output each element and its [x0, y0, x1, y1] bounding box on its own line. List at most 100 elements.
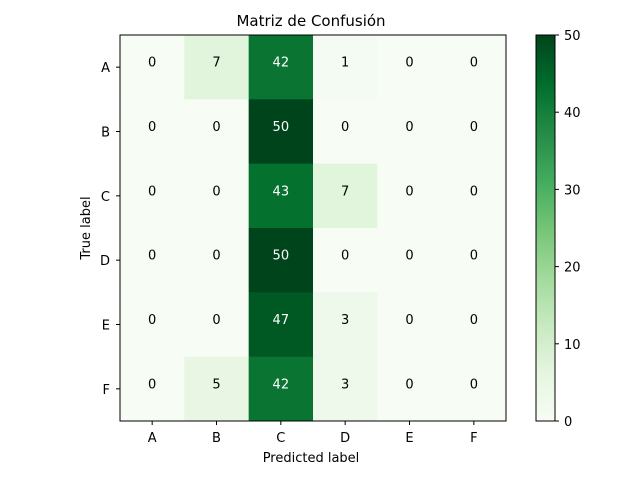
colorbar: [535, 34, 556, 422]
heatmap-cell: [248, 228, 314, 293]
cell-value-label: 0: [148, 313, 156, 328]
heatmap-cell: [441, 163, 507, 229]
heatmap-cell: [377, 228, 443, 293]
heatmap-cell-labels: 0 7 42 1 0 0 0 0 50 0 0 0 0 0 43 7 0 0 0 0 50 0 0 0 0 0 47 3 0 0 0 5 42 3…: [148, 56, 478, 393]
y-tick-label: F: [103, 383, 110, 398]
heatmap-cell: [120, 228, 185, 293]
cell-value-label: 50: [273, 249, 290, 264]
cell-value-label: 0: [405, 377, 413, 392]
heatmap-cell: [248, 163, 314, 229]
heatmap-cell: [377, 35, 443, 100]
heatmap-cell: [248, 35, 314, 100]
cell-value-label: 0: [405, 249, 413, 264]
cell-value-label: 0: [148, 249, 156, 264]
x-tick-label: A: [148, 431, 157, 446]
cell-value-label: 50: [273, 120, 290, 135]
heatmap-cell: [441, 99, 507, 165]
heatmap-cell: [248, 292, 314, 358]
cell-value-label: 0: [341, 249, 349, 264]
heatmap-cell: [184, 356, 250, 422]
heatmap-cell: [184, 163, 250, 229]
heatmap-cell: [441, 356, 507, 422]
colorbar-tick-label: 30: [564, 183, 581, 198]
cell-value-label: 0: [341, 120, 349, 135]
plot-frame: [119, 34, 507, 422]
cell-value-label: 0: [148, 56, 156, 71]
cell-value-label: 0: [148, 377, 156, 392]
cell-value-label: 3: [341, 377, 349, 392]
colorbar-tick-label: 50: [564, 29, 581, 44]
heatmap-cell: [441, 292, 507, 358]
heatmap-cells: [120, 35, 507, 422]
heatmap-cell: [184, 292, 250, 358]
heatmap-cell: [248, 356, 314, 422]
cell-value-label: 42: [273, 56, 290, 71]
cell-value-label: 43: [273, 184, 290, 199]
colorbar-tick-label: 10: [564, 338, 581, 353]
cell-value-label: 0: [470, 313, 478, 328]
cell-value-label: 0: [405, 313, 413, 328]
heatmap-cell: [120, 356, 185, 422]
cell-value-label: 0: [212, 313, 220, 328]
heatmap-cell: [377, 292, 443, 358]
cell-value-label: 3: [341, 313, 349, 328]
y-tick-label: E: [102, 319, 110, 334]
cell-value-label: 1: [341, 56, 349, 71]
chart-title: Matriz de Confusión: [236, 12, 385, 30]
colorbar-tick-label: 20: [564, 261, 581, 276]
heatmap-cell: [184, 35, 250, 100]
cell-value-label: 0: [212, 249, 220, 264]
heatmap-cell: [313, 163, 378, 229]
cell-value-label: 0: [148, 184, 156, 199]
heatmap-cell: [313, 228, 378, 293]
heatmap-cell: [248, 99, 314, 165]
cell-value-label: 0: [212, 184, 220, 199]
colorbar-ticks: 0 10 20 30 40 50: [555, 29, 581, 430]
cell-value-label: 47: [273, 313, 290, 328]
cell-value-label: 0: [470, 184, 478, 199]
heatmap-cell: [184, 228, 250, 293]
colorbar-tick-label: 0: [564, 415, 572, 430]
cell-value-label: 0: [470, 249, 478, 264]
cell-value-label: 0: [470, 56, 478, 71]
heatmap-cell: [120, 99, 185, 165]
y-axis-label: True label: [79, 196, 94, 260]
cell-value-label: 7: [341, 184, 349, 199]
heatmap-cell: [441, 228, 507, 293]
x-axis-ticks: A B C D E F: [148, 421, 478, 446]
x-tick-label: B: [212, 431, 221, 446]
cell-value-label: 0: [405, 120, 413, 135]
heatmap-cell: [313, 356, 378, 422]
x-tick-label: E: [405, 431, 413, 446]
cell-value-label: 5: [212, 377, 220, 392]
y-tick-label: A: [101, 61, 110, 76]
heatmap-cell: [184, 99, 250, 165]
x-axis-label: Predicted label: [263, 451, 360, 466]
heatmap-cell: [441, 35, 507, 100]
heatmap-cell: [313, 292, 378, 358]
cell-value-label: 0: [470, 377, 478, 392]
cell-value-label: 0: [405, 184, 413, 199]
heatmap-cell: [120, 35, 185, 100]
y-tick-label: B: [101, 126, 110, 141]
y-tick-label: C: [101, 190, 110, 205]
cell-value-label: 0: [212, 120, 220, 135]
heatmap-cell: [313, 35, 378, 100]
cell-value-label: 7: [212, 56, 220, 71]
heatmap-cell: [120, 292, 185, 358]
x-tick-label: F: [470, 431, 477, 446]
x-tick-label: C: [276, 431, 285, 446]
heatmap-cell: [377, 99, 443, 165]
heatmap-cell: [377, 356, 443, 422]
y-tick-label: D: [100, 254, 110, 269]
heatmap-cell: [377, 163, 443, 229]
cell-value-label: 0: [470, 120, 478, 135]
heatmap-cell: [313, 99, 378, 165]
cell-value-label: 0: [148, 120, 156, 135]
colorbar-tick-label: 40: [564, 106, 581, 121]
heatmap-cell: [120, 163, 185, 229]
cell-value-label: 42: [273, 377, 290, 392]
y-axis-ticks: A B C D E F: [100, 61, 120, 398]
cell-value-label: 0: [405, 56, 413, 71]
